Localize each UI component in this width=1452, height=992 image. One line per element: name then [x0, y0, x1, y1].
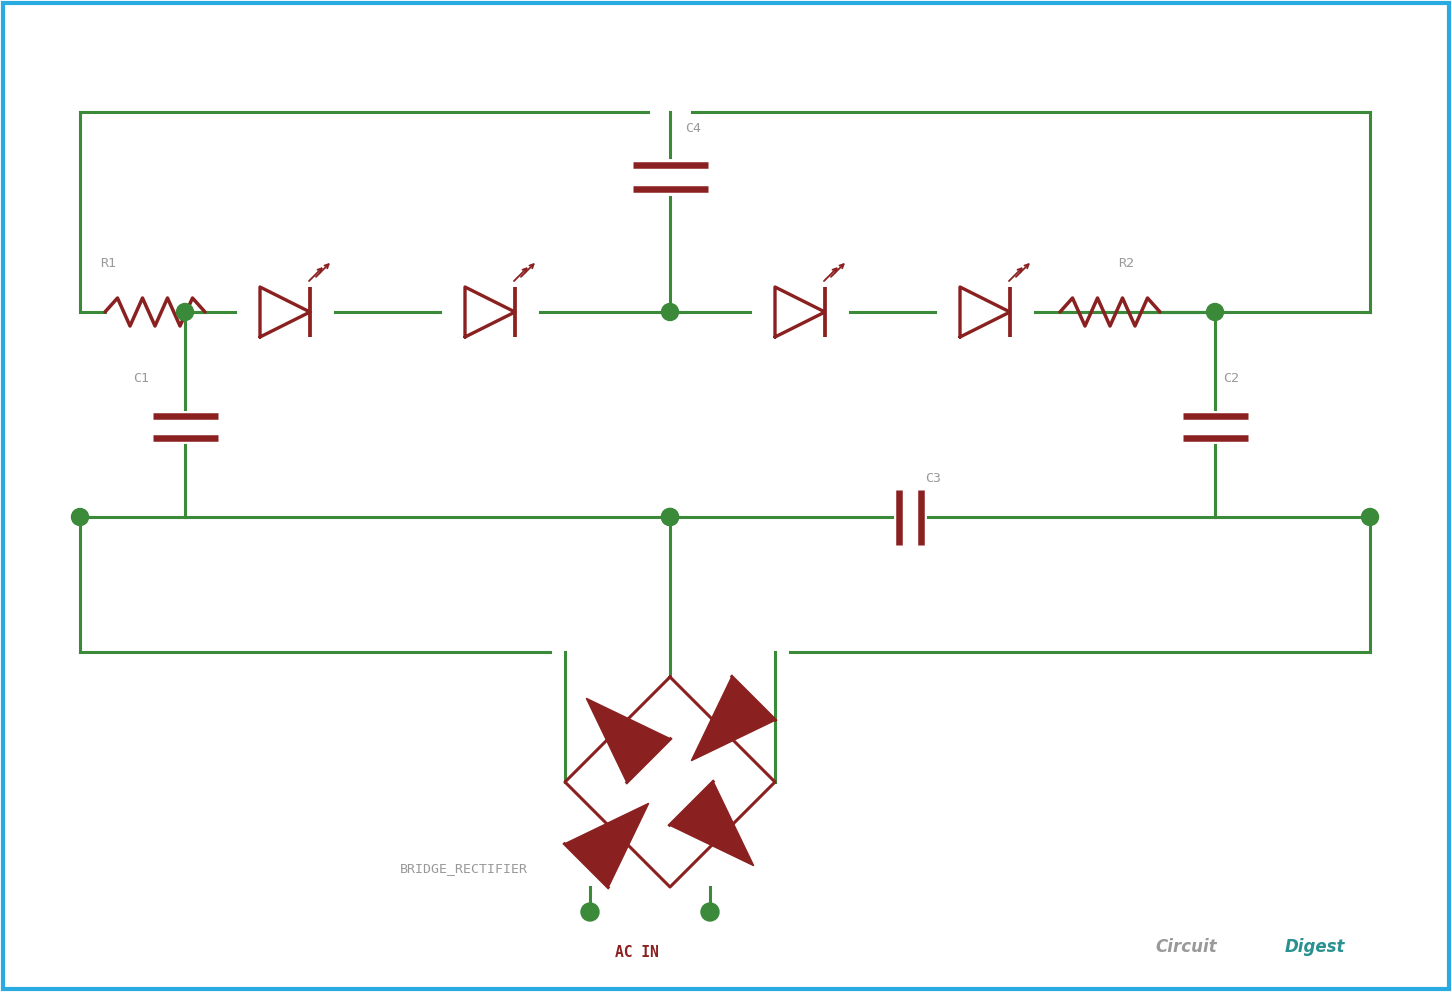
Circle shape — [177, 304, 193, 320]
Circle shape — [662, 509, 678, 526]
Circle shape — [1207, 304, 1224, 320]
Polygon shape — [565, 804, 649, 888]
Text: C3: C3 — [925, 472, 941, 485]
Text: C2: C2 — [1223, 372, 1239, 385]
Text: R2: R2 — [1118, 257, 1134, 270]
Text: Digest: Digest — [1285, 938, 1346, 956]
Text: Circuit: Circuit — [1154, 938, 1217, 956]
Circle shape — [701, 903, 719, 921]
Text: BRIDGE_RECTIFIER: BRIDGE_RECTIFIER — [399, 862, 529, 875]
Text: C4: C4 — [685, 122, 701, 135]
Circle shape — [662, 509, 678, 526]
Polygon shape — [669, 782, 754, 866]
Polygon shape — [587, 698, 671, 783]
Circle shape — [662, 304, 678, 320]
Text: AC IN: AC IN — [616, 945, 659, 960]
Text: R1: R1 — [100, 257, 116, 270]
Circle shape — [581, 903, 600, 921]
Circle shape — [71, 509, 89, 526]
Polygon shape — [691, 677, 775, 761]
Circle shape — [1362, 509, 1378, 526]
Text: C1: C1 — [134, 372, 150, 385]
